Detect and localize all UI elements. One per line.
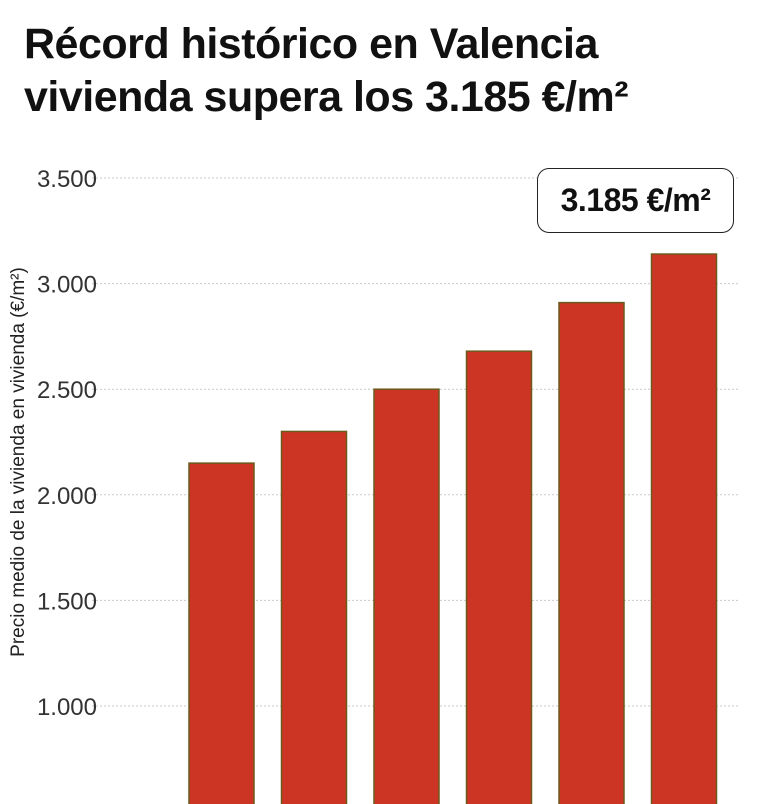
title-line-2: vivienda supera los 3.185 €/m² (24, 73, 629, 121)
y-tick-label: 1.000 (37, 694, 97, 721)
bar (373, 388, 440, 804)
bar (465, 350, 533, 804)
y-axis-label: Precio medio de la vivienda en vivienda … (8, 267, 29, 657)
bar (558, 301, 625, 804)
y-tick-label: 3.500 (37, 166, 97, 193)
title-line-1: Récord histórico en Valencia (24, 20, 598, 68)
y-tick-label: 1.500 (37, 588, 97, 615)
bar (650, 253, 718, 804)
bar (280, 430, 348, 804)
y-tick-label: 2.500 (37, 377, 97, 404)
y-tick-label: 3.000 (37, 272, 97, 299)
chart-title: Récord histórico en Valencia vivienda su… (24, 18, 754, 124)
record-value-callout: 3.185 €/m² (537, 168, 734, 233)
y-tick-label: 2.000 (37, 483, 97, 510)
bar (188, 462, 255, 804)
callout-label: 3.185 €/m² (560, 182, 711, 218)
